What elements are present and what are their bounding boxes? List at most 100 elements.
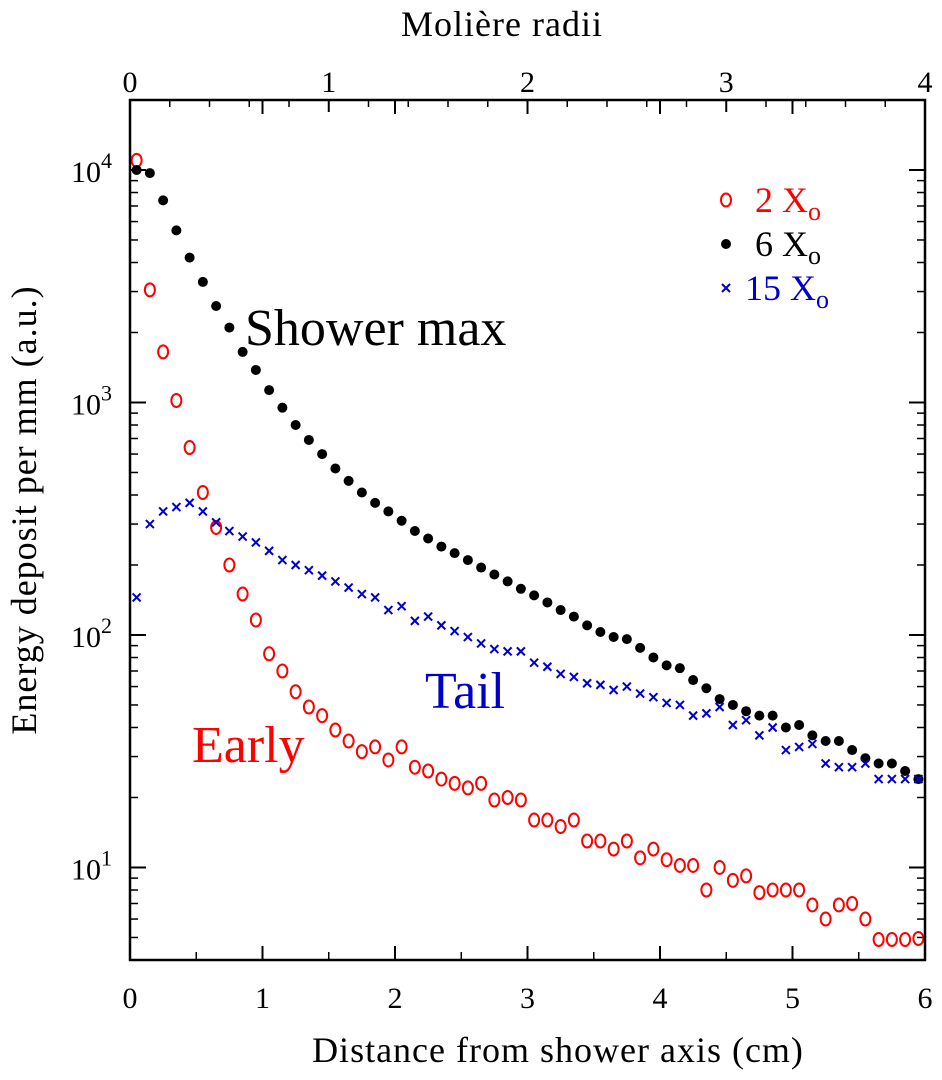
max-6x0-point: [317, 449, 328, 460]
tail-15x0-point: [171, 502, 182, 512]
tail-15x0-point: [476, 638, 486, 649]
cross-stroke: [449, 626, 460, 636]
x-tick-label: 6: [918, 982, 933, 1015]
tail-15x0-point: [264, 546, 274, 556]
cross-stroke: [264, 546, 274, 556]
tail-15x0-point: [900, 774, 910, 784]
tail-15x0-point: [555, 669, 566, 679]
max-6x0-point: [356, 487, 367, 498]
max-6x0-point: [158, 195, 169, 206]
cross-stroke: [224, 526, 235, 536]
x-tick-label: 5: [785, 982, 800, 1015]
x2-axis-title: Molière radii: [401, 4, 603, 44]
tail-15x0-point: [754, 730, 765, 741]
early-2x0-point: [700, 882, 713, 898]
tail-15x0-point: [542, 662, 553, 672]
cross-stroke: [754, 730, 765, 741]
max-6x0-point: [462, 555, 473, 566]
tail-15x0-point: [887, 774, 897, 784]
early-2x0-point: [846, 895, 859, 911]
tail-15x0-point: [370, 592, 380, 603]
cross-stroke: [131, 592, 142, 603]
max-6x0-point: [529, 590, 540, 601]
cross-stroke: [714, 702, 725, 712]
max-6x0-point: [250, 364, 261, 375]
max-6x0-point: [383, 506, 394, 517]
max-6x0-point: [277, 402, 288, 413]
max-6x0-point: [449, 548, 460, 559]
early-2x0-point: [316, 708, 329, 724]
max-6x0-point: [502, 576, 513, 587]
x2-tick-label: 2: [520, 66, 535, 99]
tail-15x0-point: [675, 700, 685, 710]
max-6x0-point: [582, 620, 593, 631]
y-tick-base: 10: [71, 621, 101, 654]
tail-15x0-point: [781, 745, 791, 755]
tail-15x0-point: [251, 537, 261, 548]
data-marks: [130, 152, 925, 948]
early-2x0-point: [819, 911, 832, 927]
max-6x0-point: [873, 758, 884, 769]
x2-tick-label: 4: [918, 66, 933, 99]
tail-15x0-point: [396, 601, 407, 611]
cross-stroke: [847, 762, 857, 772]
early-2x0-point: [541, 812, 554, 828]
tail-15x0-point: [794, 742, 804, 752]
tail-15x0-point: [834, 762, 844, 772]
tail-15x0-point: [688, 710, 698, 721]
tail-15x0-point: [873, 774, 884, 784]
cross-stroke: [317, 570, 327, 581]
tail-15x0-point: [277, 555, 288, 565]
tail-15x0-point: [728, 720, 738, 730]
early-2x0-point: [806, 897, 819, 913]
tail-15x0-point: [330, 576, 341, 587]
cross-stroke: [860, 758, 871, 769]
cross-stroke: [184, 498, 195, 508]
cross-stroke: [304, 565, 314, 575]
max-6x0-point: [343, 475, 354, 486]
cross-stroke: [781, 745, 791, 755]
cross-stroke: [436, 620, 447, 631]
cross-stroke: [370, 592, 380, 603]
early-2x0-point: [157, 344, 170, 360]
cross-stroke: [476, 638, 486, 649]
early-2x0-point: [143, 282, 156, 298]
early-2x0-point: [302, 699, 315, 715]
max-6x0-point: [290, 420, 301, 431]
y-tick-exponent: 1: [101, 845, 112, 870]
max-6x0-point: [860, 753, 871, 764]
tail-15x0-point: [145, 519, 155, 529]
max-6x0-point: [515, 583, 526, 594]
y-axis-title: Energy deposit per mm (a.u.): [4, 285, 44, 734]
cross-stroke: [887, 774, 897, 784]
cross-stroke: [582, 678, 592, 688]
early-2x0-point: [355, 744, 368, 760]
cross-stroke: [622, 681, 632, 692]
cross-stroke: [648, 692, 659, 702]
early-2x0-point: [342, 733, 355, 749]
cross-stroke: [873, 774, 884, 784]
early-2x0-point: [408, 759, 421, 775]
cross-stroke: [396, 601, 407, 611]
legend-name: 15 X: [745, 268, 816, 308]
max-6x0-point: [820, 735, 831, 746]
cross-stroke: [410, 616, 420, 626]
y-tick-base: 10: [71, 388, 101, 421]
tail-15x0-point: [489, 644, 500, 654]
max-6x0-point: [608, 632, 619, 643]
max-6x0-point: [714, 694, 725, 705]
early-2x0-point: [475, 775, 488, 791]
early-2x0-point: [249, 612, 262, 628]
tail-15x0-point: [860, 758, 871, 769]
tail-15x0-point: [582, 678, 592, 688]
cross-stroke: [529, 657, 539, 668]
cross-stroke: [635, 688, 645, 699]
tail-15x0-point: [198, 506, 208, 517]
early-2x0-point: [223, 557, 236, 573]
cross-stroke: [767, 722, 778, 733]
cross-stroke: [688, 710, 698, 721]
cross-stroke: [516, 646, 526, 657]
early-2x0-point: [766, 882, 779, 898]
legend-label: 15 Xo: [745, 268, 829, 314]
